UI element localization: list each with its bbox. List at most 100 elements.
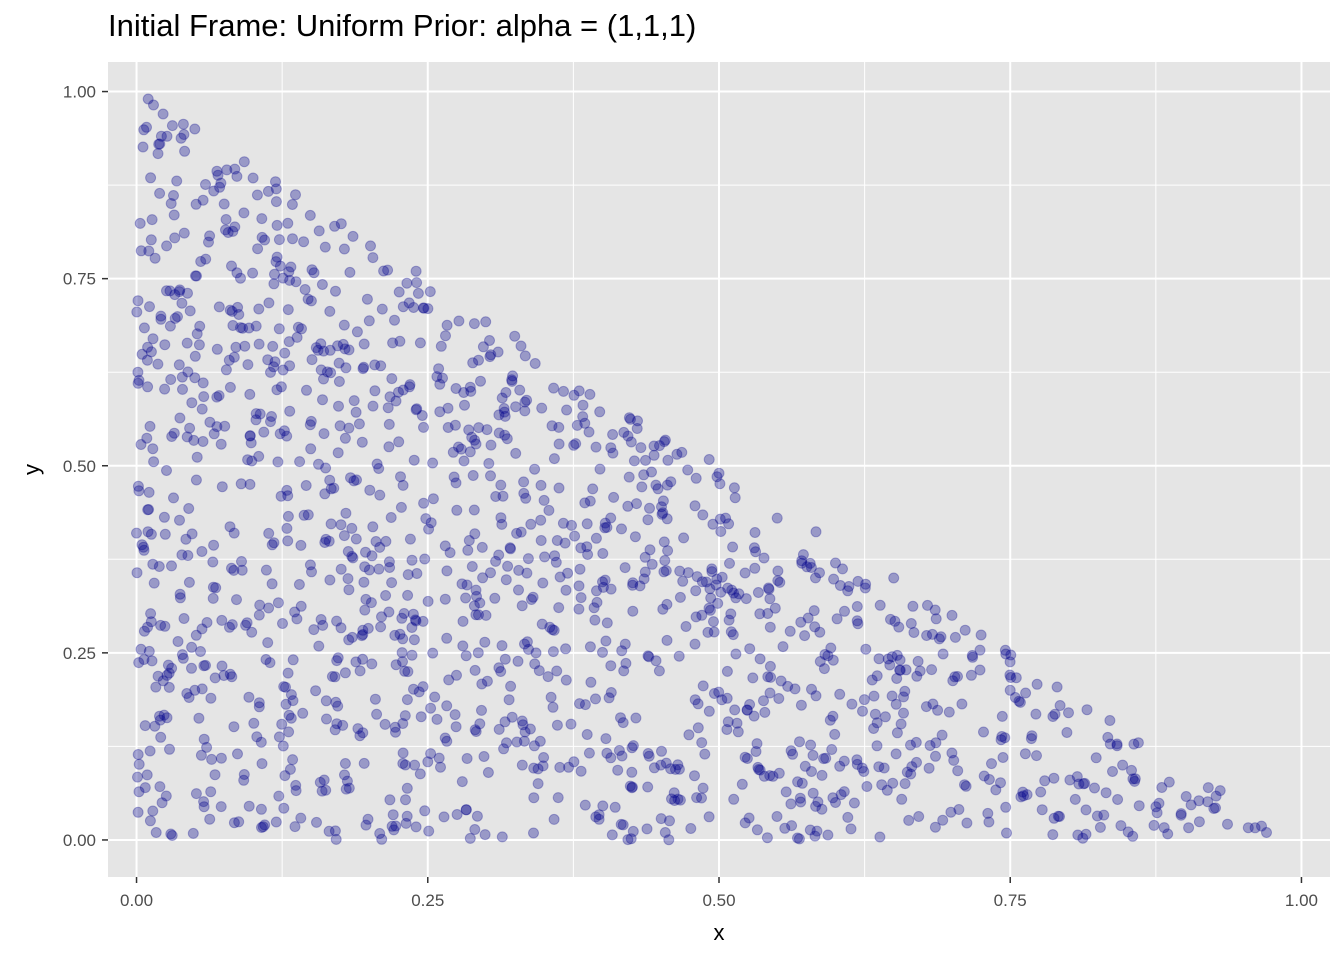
y-tick-label: 1.00: [63, 83, 96, 102]
data-point: [552, 792, 564, 804]
data-point: [196, 546, 208, 557]
data-point: [825, 642, 837, 654]
data-point: [724, 557, 735, 569]
data-point: [243, 691, 255, 703]
data-point: [1129, 775, 1141, 787]
data-point: [451, 669, 462, 681]
data-point: [889, 615, 901, 627]
data-point: [198, 660, 210, 672]
data-point: [168, 492, 179, 504]
data-point: [607, 429, 619, 440]
data-point: [172, 311, 183, 323]
data-point: [714, 478, 726, 490]
data-point: [599, 574, 611, 586]
data-point: [1025, 733, 1037, 745]
data-point: [211, 421, 223, 433]
data-point: [302, 509, 314, 521]
data-point: [159, 339, 171, 351]
data-point: [173, 286, 185, 298]
data-point: [736, 778, 748, 790]
data-point: [404, 533, 416, 545]
data-point: [590, 693, 601, 705]
data-point: [551, 665, 563, 677]
data-point: [769, 602, 781, 614]
data-point: [320, 462, 332, 474]
data-point: [685, 823, 697, 834]
data-point: [347, 552, 359, 564]
data-point: [189, 350, 201, 362]
data-point: [439, 593, 451, 605]
data-point: [797, 549, 809, 561]
data-point: [133, 485, 145, 497]
data-point: [310, 685, 322, 697]
data-point: [622, 430, 634, 442]
data-point: [289, 821, 301, 833]
data-point: [588, 602, 600, 614]
data-point: [594, 406, 606, 418]
data-point: [591, 596, 603, 608]
data-point: [473, 422, 485, 434]
data-point: [582, 549, 594, 560]
data-point: [317, 619, 329, 631]
data-point: [204, 813, 216, 825]
data-point: [389, 629, 401, 641]
data-point: [257, 821, 269, 833]
data-point: [226, 619, 238, 631]
data-point: [1133, 800, 1145, 812]
data-point: [744, 699, 756, 710]
data-point: [758, 552, 770, 564]
data-point: [784, 625, 796, 637]
data-point: [410, 265, 422, 277]
data-point: [659, 434, 671, 446]
data-point: [579, 799, 591, 811]
data-point: [295, 600, 307, 612]
data-point: [536, 402, 548, 414]
data-point: [218, 670, 230, 681]
data-point: [496, 831, 508, 843]
data-point: [342, 573, 354, 585]
data-point: [271, 251, 283, 263]
data-point: [726, 584, 738, 596]
data-point: [439, 732, 451, 744]
data-point: [155, 313, 167, 325]
data-point: [535, 514, 547, 526]
data-point: [625, 436, 637, 448]
data-point: [364, 484, 376, 496]
data-point: [473, 609, 484, 621]
data-point: [174, 592, 186, 604]
data-point: [159, 620, 171, 632]
data-point: [343, 422, 355, 434]
data-point: [577, 399, 589, 411]
data-point: [1017, 786, 1029, 798]
data-point: [339, 343, 351, 355]
data-point: [752, 761, 764, 773]
data-point: [329, 220, 341, 232]
data-point: [193, 339, 205, 351]
data-point: [142, 621, 153, 633]
data-point: [978, 726, 989, 738]
data-point: [659, 555, 671, 566]
data-point: [415, 711, 427, 723]
data-point: [287, 695, 299, 707]
data-point: [662, 545, 674, 557]
data-point: [947, 675, 959, 687]
data-point: [212, 169, 224, 181]
data-point: [496, 518, 508, 530]
data-point: [278, 681, 290, 693]
data-point: [725, 626, 737, 638]
data-point: [518, 735, 530, 747]
data-point: [243, 322, 255, 334]
data-point: [818, 663, 830, 675]
data-point: [636, 481, 648, 493]
data-point: [262, 637, 274, 649]
data-point: [204, 230, 216, 242]
data-point: [229, 163, 241, 175]
data-point: [937, 648, 949, 660]
data-point: [661, 513, 673, 525]
data-point: [810, 526, 822, 538]
data-point: [999, 732, 1011, 744]
data-point: [721, 665, 733, 677]
data-point: [935, 631, 947, 643]
data-point: [414, 768, 426, 780]
data-point: [157, 108, 169, 120]
